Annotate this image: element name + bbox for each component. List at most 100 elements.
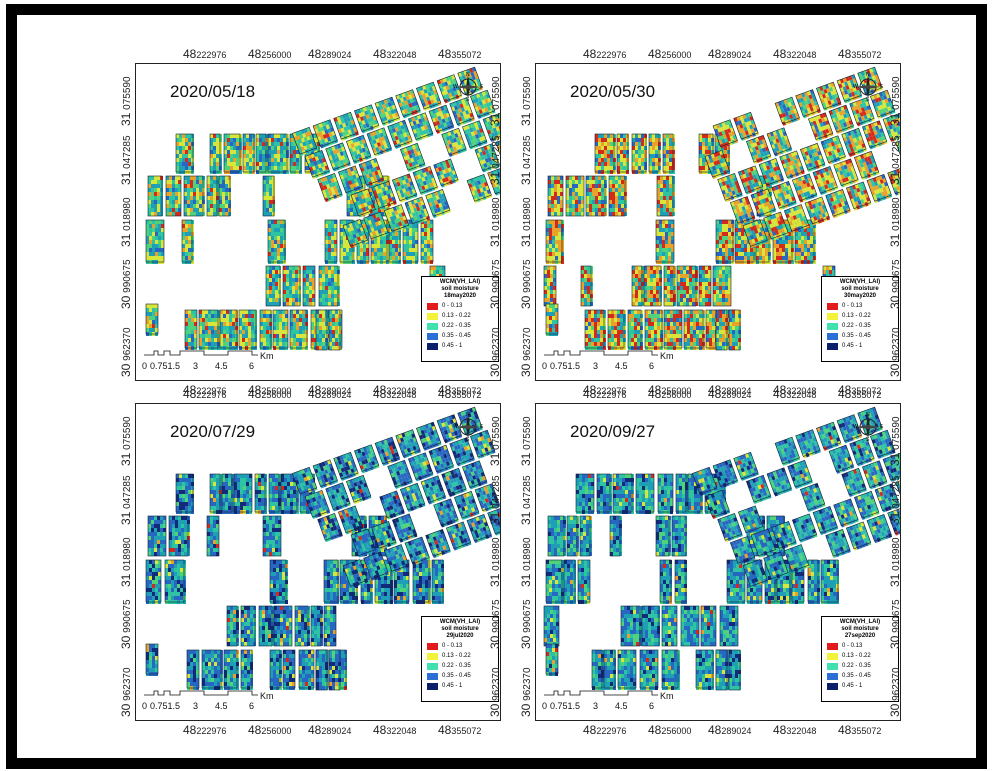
field-parcel	[206, 175, 219, 217]
field-parcel	[242, 133, 255, 174]
y-tick-minor: 075590	[891, 416, 902, 450]
x-tick-minor: 222976	[596, 726, 627, 736]
scale-bar	[544, 690, 658, 696]
x-tick-minor: 322048	[786, 726, 817, 736]
field-parcel	[474, 143, 500, 173]
x-tick-minor: 355072	[451, 726, 482, 736]
y-tick-label-left: 30 990675	[519, 599, 533, 649]
x-tick-major: 48	[708, 383, 722, 397]
north-arrow-icon	[856, 415, 880, 439]
field-parcel	[779, 150, 805, 180]
map-panel: 2020/07/29 N E S W WCM(VH_LAI) soil moisture 29…	[119, 387, 505, 737]
x-tick-major: 48	[773, 47, 787, 61]
y-tick-major: 30	[119, 295, 133, 309]
field-parcel	[862, 120, 888, 150]
field-parcel	[323, 559, 339, 604]
field-parcel	[812, 165, 839, 196]
field-parcel	[240, 649, 253, 690]
y-tick-major: 30	[519, 635, 533, 649]
legend-swatch	[827, 323, 838, 330]
y-tick-label-right: 31 047285	[888, 475, 902, 525]
y-tick-minor: 075590	[522, 76, 533, 110]
north-arrow-icon	[856, 75, 880, 99]
field-parcel	[791, 513, 818, 543]
field-parcel	[661, 605, 678, 647]
field-parcel	[325, 142, 351, 172]
legend-item: 0.45 - 1	[427, 683, 498, 690]
field-parcel	[674, 559, 687, 604]
y-tick-minor: 075590	[122, 416, 133, 450]
y-tick-minor: 018980	[491, 197, 502, 231]
y-tick-minor: 075590	[491, 76, 502, 110]
field-parcel	[698, 265, 712, 307]
x-tick-label-top: 48322048	[373, 47, 416, 61]
field-parcel	[545, 559, 564, 604]
field-parcel	[416, 421, 442, 451]
y-tick-major: 30	[119, 703, 133, 717]
field-parcel	[358, 157, 385, 188]
x-tick-minor: 355072	[851, 386, 882, 396]
legend-item: 0.22 - 0.35	[427, 663, 498, 670]
y-tick-major: 30	[488, 363, 502, 377]
x-tick-major: 48	[648, 723, 662, 737]
field-parcel	[233, 473, 253, 514]
legend-label: 0 - 0.13	[442, 303, 463, 309]
legend-swatch	[827, 643, 838, 650]
y-tick-label-right: 30 962370	[488, 327, 502, 377]
field-parcel	[387, 119, 413, 149]
field-parcel	[836, 414, 863, 444]
field-parcel	[282, 649, 296, 690]
x-tick-major: 48	[583, 387, 597, 401]
y-tick-label-left: 31 018980	[119, 537, 133, 587]
field-parcel	[704, 149, 731, 180]
y-tick-major: 31	[119, 233, 133, 247]
legend-swatch	[427, 663, 438, 670]
x-tick-major: 48	[308, 387, 322, 401]
field-parcel	[333, 451, 359, 481]
field-parcel	[354, 444, 380, 474]
field-parcel	[328, 649, 341, 691]
field-parcel	[267, 219, 286, 264]
compass-letter: W	[453, 424, 458, 430]
y-tick-label-right: 31 018980	[888, 197, 902, 247]
x-tick-label-bottom: 48256000	[648, 723, 691, 737]
x-tick-minor: 222976	[596, 386, 627, 396]
scale-label: 4.5	[215, 361, 228, 371]
x-tick-major: 48	[308, 723, 322, 737]
field-parcel	[428, 104, 455, 134]
field-parcel	[575, 473, 595, 514]
legend-label: 0.45 - 1	[442, 343, 463, 349]
y-tick-minor: 990675	[491, 259, 502, 293]
y-tick-minor: 990675	[122, 599, 133, 633]
scale-label: 0	[142, 701, 148, 711]
field-parcel	[845, 521, 872, 551]
x-tick-minor: 289024	[721, 390, 752, 400]
legend-title: soil moisture	[441, 626, 479, 632]
field-parcel	[845, 181, 872, 211]
field-parcel	[175, 473, 194, 514]
x-tick-minor: 256000	[661, 50, 692, 60]
field-parcel	[887, 166, 900, 196]
x-tick-major: 48	[708, 387, 722, 401]
legend-swatch	[827, 653, 838, 660]
field-parcel	[771, 521, 797, 551]
field-parcel	[354, 104, 380, 134]
field-parcel	[206, 515, 220, 557]
field-parcel	[324, 219, 338, 264]
field-parcel	[726, 559, 746, 604]
field-parcel	[563, 559, 576, 604]
field-parcel	[728, 649, 741, 691]
field-parcel	[657, 473, 674, 514]
legend-label: 0 - 0.13	[442, 643, 463, 649]
field-parcel	[145, 559, 162, 604]
scale-label: 6	[649, 701, 655, 711]
field-parcel	[591, 649, 604, 690]
y-tick-label-right: 30 990675	[488, 259, 502, 309]
y-tick-label-right: 31 047285	[488, 475, 502, 525]
field-parcel	[608, 175, 627, 217]
field-parcel	[836, 74, 863, 104]
legend-item: 0.35 - 0.45	[427, 333, 498, 340]
field-parcel	[268, 473, 281, 514]
field-parcel	[404, 536, 431, 566]
field-parcel	[733, 111, 759, 141]
